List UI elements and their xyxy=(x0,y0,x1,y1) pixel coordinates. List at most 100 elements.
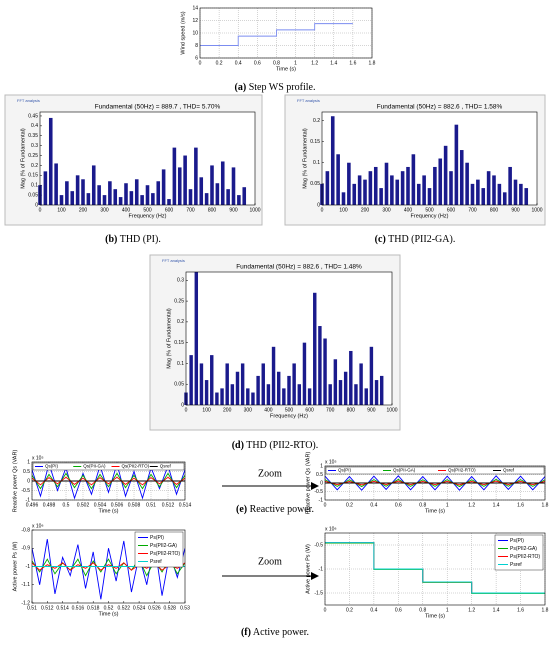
bar xyxy=(427,188,432,205)
bar xyxy=(167,199,171,205)
x-tick-label: 0 xyxy=(324,502,327,508)
x-tick-label: 600 xyxy=(165,207,174,213)
x-tick-label: 0.51 xyxy=(27,605,37,611)
bar xyxy=(347,162,351,205)
bar xyxy=(108,181,112,205)
x-tick-label: 1.8 xyxy=(369,60,376,66)
caption-label: (a) xyxy=(235,82,247,93)
series-line xyxy=(32,462,185,500)
series-line xyxy=(325,542,545,594)
x-tick-label: 1000 xyxy=(249,207,260,213)
bar xyxy=(443,145,448,205)
axis-multiplier: x 10⁶ xyxy=(325,526,337,532)
caption: (b) THD (PI). xyxy=(105,234,161,245)
legend-label: Ps(PII2-GA) xyxy=(510,546,537,552)
bar xyxy=(204,193,209,205)
x-tick-label: 0 xyxy=(39,207,42,213)
x-tick-label: 1 xyxy=(446,607,449,613)
bar xyxy=(194,272,199,405)
bar xyxy=(307,388,312,405)
bar xyxy=(352,183,357,205)
y-tick-label: 0.15 xyxy=(28,173,38,179)
bar xyxy=(102,195,107,205)
bar xyxy=(91,165,96,205)
caption-label: (f) xyxy=(241,627,251,638)
x-tick-label: 0.53 xyxy=(180,605,190,611)
bar xyxy=(276,371,281,405)
bar xyxy=(226,189,230,205)
bar xyxy=(481,188,486,205)
caption-text: Step WS profile. xyxy=(249,82,316,93)
x-tick-label: 0.518 xyxy=(87,605,100,611)
x-tick-label: 700 xyxy=(468,207,477,213)
bar xyxy=(519,183,523,205)
bar xyxy=(251,392,255,405)
bar xyxy=(48,117,53,205)
bar xyxy=(354,384,358,405)
bar xyxy=(438,158,443,205)
x-tick-label: 0.506 xyxy=(111,502,124,508)
bar xyxy=(271,346,276,405)
bar xyxy=(476,179,480,205)
y-tick-label: 0 xyxy=(320,480,323,486)
y-tick-label: 0.05 xyxy=(310,181,320,187)
x-tick-label: 1.6 xyxy=(517,502,524,508)
bar xyxy=(140,195,144,205)
bar xyxy=(210,355,214,405)
bar xyxy=(189,355,193,405)
x-tick-label: 400 xyxy=(122,207,131,213)
series-line xyxy=(325,478,545,488)
bar xyxy=(210,165,214,205)
plot-border xyxy=(199,7,373,59)
bar xyxy=(292,363,296,405)
legend-label: Qsref xyxy=(160,464,172,469)
caption-label: (c) xyxy=(375,234,386,245)
x-tick-label: 0.512 xyxy=(41,605,54,611)
x-tick-label: 1.2 xyxy=(311,60,318,66)
bar xyxy=(242,187,247,205)
legend-box xyxy=(325,466,545,475)
bar xyxy=(235,371,240,405)
x-tick-label: 1 xyxy=(446,502,449,508)
y-tick-label: -1 xyxy=(319,497,324,503)
y-axis-label: Active power Ps (W) xyxy=(12,541,18,591)
axis-multiplier: x 10⁵ xyxy=(325,459,337,465)
bar xyxy=(231,167,236,205)
y-tick-label: 0.2 xyxy=(31,163,38,169)
x-tick-label: 0.522 xyxy=(118,605,131,611)
x-tick-label: 1.8 xyxy=(542,502,549,508)
bar xyxy=(256,375,260,405)
caption-text: Active power. xyxy=(253,627,309,638)
bar xyxy=(384,162,389,205)
window-label: FFT analysis xyxy=(162,258,185,263)
bar xyxy=(230,384,235,405)
x-tick-label: 1.2 xyxy=(468,607,475,613)
y-tick-label: 0.3 xyxy=(31,143,38,149)
bar xyxy=(302,342,307,405)
caption: (e) Reactive power. xyxy=(236,504,314,515)
bar xyxy=(65,181,69,205)
x-axis-label: Frequency (Hz) xyxy=(270,413,308,419)
caption-label: (e) xyxy=(236,504,247,515)
y-tick-label: 10 xyxy=(192,30,198,36)
y-axis-label: Active power Ps (W) xyxy=(305,544,311,594)
y-tick-label: -1.1 xyxy=(21,582,30,588)
legend-box xyxy=(32,462,185,471)
bar xyxy=(297,384,302,405)
x-tick-label: 100 xyxy=(57,207,66,213)
bar xyxy=(422,175,426,205)
bar xyxy=(124,183,128,205)
x-tick-label: 100 xyxy=(339,207,348,213)
y-tick-label: 1 xyxy=(27,459,30,465)
x-tick-label: 0.2 xyxy=(216,60,223,66)
x-tick-label: 0.4 xyxy=(370,607,377,613)
bar xyxy=(225,363,229,405)
y-axis-label: Mag (% of Fundamental) xyxy=(20,128,26,189)
x-tick-label: 300 xyxy=(382,207,391,213)
bar xyxy=(470,183,475,205)
x-tick-label: 900 xyxy=(511,207,520,213)
y-tick-label: -1 xyxy=(26,564,31,570)
bar xyxy=(330,116,335,205)
window-label: FFT analysis xyxy=(17,98,40,103)
